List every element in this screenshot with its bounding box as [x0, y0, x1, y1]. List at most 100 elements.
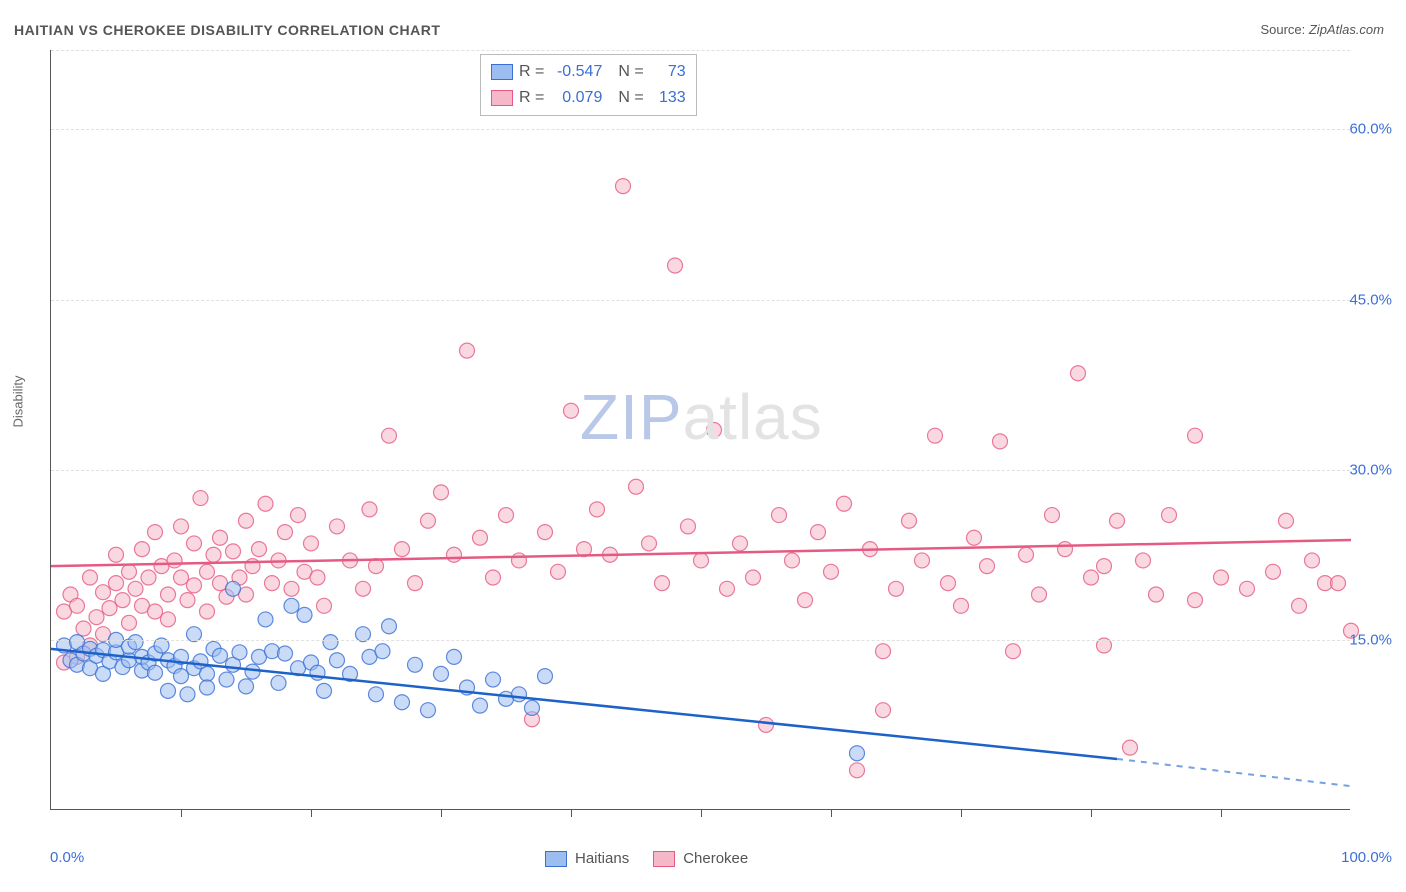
scatter-point-cherokee: [1305, 553, 1320, 568]
scatter-point-cherokee: [564, 403, 579, 418]
scatter-point-haitians: [200, 666, 215, 681]
scatter-point-cherokee: [148, 604, 163, 619]
scatter-point-cherokee: [720, 581, 735, 596]
y-tick-label: 15.0%: [1349, 631, 1392, 648]
scatter-point-cherokee: [876, 644, 891, 659]
scatter-point-cherokee: [785, 553, 800, 568]
gridline-h: [51, 470, 1350, 471]
scatter-point-cherokee: [200, 604, 215, 619]
scatter-point-cherokee: [421, 513, 436, 528]
cherokee-label: Cherokee: [683, 850, 748, 867]
scatter-point-cherokee: [798, 593, 813, 608]
scatter-point-haitians: [330, 653, 345, 668]
scatter-point-haitians: [213, 648, 228, 663]
x-tick: [1091, 809, 1092, 817]
plot-svg: [51, 50, 1350, 809]
scatter-point-cherokee: [1045, 508, 1060, 523]
x-tick: [441, 809, 442, 817]
scatter-point-cherokee: [310, 570, 325, 585]
scatter-point-cherokee: [1058, 542, 1073, 557]
legend-item-haitians: Haitians: [545, 850, 629, 867]
scatter-point-cherokee: [356, 581, 371, 596]
x-tick: [571, 809, 572, 817]
y-tick-label: 60.0%: [1349, 121, 1392, 138]
scatter-point-haitians: [226, 581, 241, 596]
scatter-point-cherokee: [759, 717, 774, 732]
scatter-point-cherokee: [1032, 587, 1047, 602]
scatter-point-cherokee: [499, 508, 514, 523]
scatter-point-haitians: [258, 612, 273, 627]
scatter-point-haitians: [375, 644, 390, 659]
scatter-point-cherokee: [83, 570, 98, 585]
series-legend: Haitians Cherokee: [545, 850, 748, 867]
scatter-point-cherokee: [174, 519, 189, 534]
scatter-point-cherokee: [102, 601, 117, 616]
r-label: R =: [519, 63, 544, 81]
scatter-point-cherokee: [161, 587, 176, 602]
scatter-point-cherokee: [733, 536, 748, 551]
scatter-point-cherokee: [902, 513, 917, 528]
x-tick: [961, 809, 962, 817]
gridline-h: [51, 50, 1350, 51]
haitians-n-value: 73: [650, 63, 686, 81]
source-prefix: Source:: [1260, 22, 1308, 37]
scatter-point-cherokee: [980, 559, 995, 574]
scatter-point-haitians: [245, 664, 260, 679]
scatter-point-cherokee: [180, 593, 195, 608]
scatter-point-haitians: [421, 703, 436, 718]
scatter-point-cherokee: [239, 513, 254, 528]
x-tick: [701, 809, 702, 817]
scatter-point-cherokee: [148, 525, 163, 540]
swatch-haitians: [491, 64, 513, 80]
scatter-point-cherokee: [616, 179, 631, 194]
scatter-point-haitians: [297, 607, 312, 622]
scatter-point-cherokee: [1136, 553, 1151, 568]
source-value: ZipAtlas.com: [1309, 22, 1384, 37]
scatter-point-cherokee: [408, 576, 423, 591]
scatter-point-cherokee: [1019, 547, 1034, 562]
chart-title: HAITIAN VS CHEROKEE DISABILITY CORRELATI…: [14, 22, 440, 38]
scatter-point-cherokee: [1071, 366, 1086, 381]
scatter-point-cherokee: [122, 615, 137, 630]
scatter-point-cherokee: [681, 519, 696, 534]
scatter-point-cherokee: [174, 570, 189, 585]
haitians-label: Haitians: [575, 850, 629, 867]
scatter-point-cherokee: [187, 578, 202, 593]
regression-line-haitians-dashed: [1117, 759, 1351, 786]
scatter-point-cherokee: [447, 547, 462, 562]
r-label-2: R =: [519, 89, 544, 107]
scatter-point-haitians: [180, 687, 195, 702]
scatter-point-cherokee: [252, 542, 267, 557]
scatter-point-cherokee: [551, 564, 566, 579]
scatter-point-cherokee: [128, 581, 143, 596]
scatter-point-haitians: [323, 635, 338, 650]
scatter-point-cherokee: [694, 553, 709, 568]
scatter-point-cherokee: [1279, 513, 1294, 528]
legend-row-haitians: R = -0.547 N = 73: [491, 59, 686, 85]
x-tick: [1221, 809, 1222, 817]
scatter-point-cherokee: [70, 598, 85, 613]
scatter-point-cherokee: [746, 570, 761, 585]
scatter-point-cherokee: [161, 612, 176, 627]
scatter-point-haitians: [395, 695, 410, 710]
scatter-point-cherokee: [941, 576, 956, 591]
y-axis-label: Disability: [11, 375, 26, 427]
scatter-point-cherokee: [629, 479, 644, 494]
scatter-point-cherokee: [76, 621, 91, 636]
scatter-point-haitians: [284, 598, 299, 613]
scatter-point-cherokee: [317, 598, 332, 613]
scatter-point-cherokee: [954, 598, 969, 613]
scatter-point-cherokee: [213, 530, 228, 545]
scatter-point-haitians: [278, 646, 293, 661]
scatter-point-cherokee: [1006, 644, 1021, 659]
scatter-point-cherokee: [1266, 564, 1281, 579]
scatter-point-cherokee: [1084, 570, 1099, 585]
scatter-point-cherokee: [1097, 559, 1112, 574]
scatter-point-haitians: [512, 687, 527, 702]
gridline-h: [51, 129, 1350, 130]
regression-line-haitians: [51, 649, 1117, 759]
scatter-point-cherokee: [1240, 581, 1255, 596]
scatter-point-cherokee: [304, 536, 319, 551]
y-tick-label: 45.0%: [1349, 291, 1392, 308]
scatter-point-haitians: [239, 679, 254, 694]
